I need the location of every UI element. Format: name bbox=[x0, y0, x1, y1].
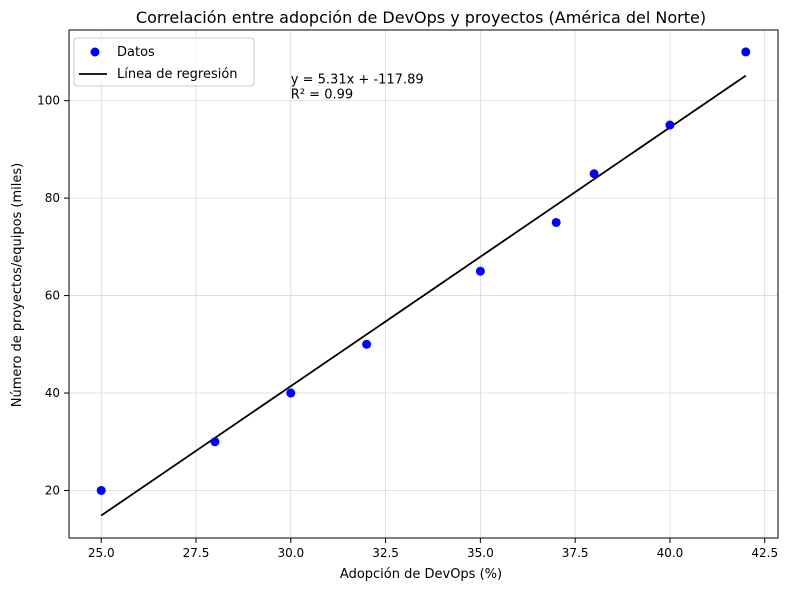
y-tick-label: 40 bbox=[45, 386, 60, 400]
regression-equation: y = 5.31x + -117.89 bbox=[291, 73, 424, 88]
plot-frame bbox=[68, 29, 779, 539]
x-tick-label: 30.0 bbox=[277, 546, 304, 560]
data-point bbox=[96, 485, 106, 495]
x-tick-label: 37.5 bbox=[562, 546, 589, 560]
regression-line bbox=[100, 74, 747, 517]
data-point bbox=[741, 47, 751, 57]
x-tick-label: 32.5 bbox=[372, 546, 399, 560]
r-squared-label: R² = 0.99 bbox=[291, 88, 353, 103]
x-axis-ticks: 25.0 27.5 30.0 32.5 35.0 37.5 40.0 42.5 bbox=[88, 538, 778, 560]
y-tick-label: 60 bbox=[45, 289, 60, 303]
data-point bbox=[475, 266, 485, 276]
y-tick-label: 100 bbox=[37, 94, 60, 108]
legend-label-datos: Datos bbox=[117, 45, 155, 60]
data-point bbox=[589, 169, 599, 179]
data-point bbox=[362, 339, 372, 349]
y-tick-label: 20 bbox=[45, 483, 60, 497]
legend-label-regression: Línea de regresión bbox=[117, 67, 238, 82]
x-tick-label: 42.5 bbox=[751, 546, 778, 560]
y-axis-ticks: 20 40 60 80 100 bbox=[37, 94, 69, 497]
data-point bbox=[551, 217, 561, 227]
chart-title: Correlación entre adopción de DevOps y p… bbox=[136, 8, 706, 27]
x-axis-label: Adopción de DevOps (%) bbox=[340, 567, 502, 582]
x-tick-label: 40.0 bbox=[657, 546, 684, 560]
regression-line-layer bbox=[100, 74, 747, 517]
legend-marker-datos bbox=[90, 47, 100, 57]
data-point bbox=[210, 437, 220, 447]
legend: Datos Línea de regresión bbox=[73, 37, 255, 87]
data-point bbox=[286, 388, 296, 398]
x-tick-label: 27.5 bbox=[183, 546, 210, 560]
legend-box bbox=[73, 37, 255, 87]
y-axis-label: Número de proyectos/equipos (miles) bbox=[10, 163, 25, 407]
x-tick-label: 35.0 bbox=[467, 546, 494, 560]
y-tick-label: 80 bbox=[45, 191, 60, 205]
grid bbox=[69, 30, 778, 538]
data-points-layer bbox=[96, 47, 751, 495]
x-tick-label: 25.0 bbox=[88, 546, 115, 560]
data-point bbox=[665, 120, 675, 130]
